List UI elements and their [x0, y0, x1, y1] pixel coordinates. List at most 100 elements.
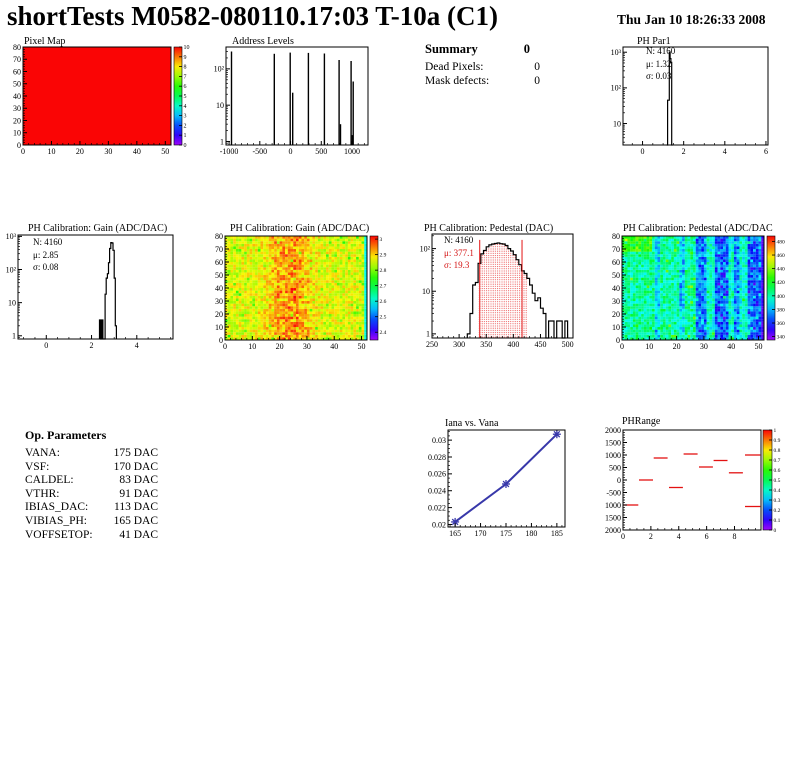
gain-map-chart: 0 10 20 30 40 50 0 10 20 30 40 50 60 70 80 3 2.9 2.8 2.7 2.… [215, 232, 387, 351]
svg-text:0: 0 [620, 342, 624, 351]
svg-text:50: 50 [13, 80, 21, 89]
op-row-ibias-dac: IBIAS_DAC: 113 DAC [22, 501, 158, 515]
svg-text:0: 0 [774, 528, 777, 534]
svg-text:10: 10 [47, 147, 55, 156]
svg-text:80: 80 [13, 43, 21, 52]
svg-text:0.9: 0.9 [774, 438, 781, 444]
gain-hist-panel: PH Calibration: Gain (ADC/DAC) N: 4160 μ… [0, 222, 200, 355]
svg-text:3: 3 [380, 237, 383, 243]
svg-text:40: 40 [727, 342, 735, 351]
stat-mu: μ: 2.85 [33, 249, 59, 260]
pedestal-map-panel: PH Calibration: Pedestal (ADC/DAC 0 10 20 3… [612, 222, 796, 355]
stat-sigma: σ: 0.03 [646, 71, 672, 81]
svg-text:9: 9 [184, 55, 187, 61]
address-levels-panel: Address Levels -1000 -500 0 500 1000 1 10 10² [214, 35, 400, 163]
op-label: VANA: [25, 447, 60, 459]
svg-text:0: 0 [21, 147, 25, 156]
svg-text:6: 6 [764, 147, 768, 156]
op-label: VTHR: [25, 487, 60, 500]
gain-hist-title: PH Calibration: Gain (ADC/DAC) [28, 223, 168, 234]
op-parameters-heading: Op. Parameters [25, 428, 107, 442]
svg-text:165: 165 [449, 529, 461, 538]
svg-text:2: 2 [649, 532, 653, 541]
svg-text:50: 50 [358, 342, 366, 351]
svg-text:1500: 1500 [605, 513, 621, 522]
svg-text:5: 5 [184, 94, 187, 100]
pixel-map-title: Pixel Map [24, 36, 66, 47]
summary-row-mask-defects: Mask defects: 0 [425, 74, 540, 88]
svg-text:20: 20 [76, 147, 84, 156]
phrange-chart: 0 2 4 6 8 2000 1500 1000 500 0 -500 1000 1500 2000 1 0.… [605, 426, 781, 541]
svg-text:400: 400 [777, 294, 786, 300]
svg-text:20: 20 [612, 310, 620, 319]
svg-text:-1000: -1000 [220, 147, 239, 156]
svg-text:20: 20 [215, 310, 223, 319]
op-parameters-panel: Op. Parameters VANA: 175 DAC VSF: 170 DAC … [22, 428, 168, 543]
svg-text:3: 3 [184, 114, 187, 120]
iana-vana-chart: 165 170 175 180 185 0.02 0.022 0.024 0.026 0.028 0… [428, 429, 566, 538]
svg-text:1: 1 [12, 332, 16, 341]
summary-value: 0 [534, 75, 540, 87]
svg-text:20: 20 [13, 116, 21, 125]
svg-text:0.8: 0.8 [774, 448, 781, 454]
svg-text:50: 50 [755, 342, 763, 351]
svg-text:500: 500 [562, 340, 574, 349]
svg-text:70: 70 [13, 55, 21, 64]
svg-text:-500: -500 [252, 147, 267, 156]
svg-text:1500: 1500 [605, 438, 621, 447]
stat-sigma: σ: 0.08 [33, 262, 59, 272]
op-value: 165 DAC [113, 514, 158, 527]
op-value: 83 DAC [119, 474, 158, 487]
svg-text:10²: 10² [214, 65, 225, 74]
svg-text:420: 420 [777, 280, 786, 286]
ph-par1-panel: PH Par1 N: 4160 μ: 1.32 σ: 0.03 0 2 4 6 10 10… [610, 35, 796, 163]
svg-text:2.9: 2.9 [380, 253, 387, 259]
svg-text:10: 10 [8, 298, 16, 307]
svg-text:40: 40 [612, 284, 620, 293]
pixel-map-panel: Pixel Map 0 10 20 30 40 50 0 10 20 30 40 50 60 70 80 10… [0, 35, 200, 163]
op-label: IBIAS_DAC: [25, 501, 89, 514]
svg-text:0: 0 [641, 147, 645, 156]
pedestal-hist-title: PH Calibration: Pedestal (DAC) [424, 223, 554, 234]
op-row-vthr: VTHR: 91 DAC [22, 488, 158, 502]
svg-text:0.024: 0.024 [428, 487, 446, 496]
svg-text:1000: 1000 [605, 451, 621, 460]
svg-text:0.03: 0.03 [432, 436, 446, 445]
svg-text:10: 10 [184, 45, 190, 51]
gain-map-title: PH Calibration: Gain (ADC/DAC) [230, 223, 370, 234]
stat-n: N: 4160 [444, 235, 474, 245]
svg-text:80: 80 [612, 232, 620, 241]
svg-text:4: 4 [677, 532, 681, 541]
phrange-panel: PHRange 0 2 4 6 8 2000 1500 1000 500 0 -500 1000 150… [605, 410, 796, 543]
svg-text:-500: -500 [606, 488, 621, 497]
op-value: 175 DAC [113, 447, 158, 459]
svg-text:4: 4 [723, 147, 727, 156]
op-row-vsf: VSF: 170 DAC [22, 461, 158, 475]
svg-text:450: 450 [534, 340, 546, 349]
svg-text:50: 50 [161, 147, 169, 156]
svg-text:0: 0 [289, 147, 293, 156]
svg-text:2000: 2000 [605, 526, 621, 535]
svg-text:80: 80 [215, 232, 223, 241]
ph-par1-chart: 0 2 4 6 10 10² 10³ [611, 46, 769, 156]
svg-text:8: 8 [733, 532, 737, 541]
svg-text:2: 2 [90, 341, 94, 350]
op-row-voffsetop: VOFFSETOP: 41 DAC [22, 529, 158, 543]
op-label: VOFFSETOP: [25, 528, 93, 541]
svg-text:20: 20 [276, 342, 284, 351]
svg-text:0.1: 0.1 [774, 518, 781, 524]
pedestal-map-chart: 0 10 20 30 40 50 0 10 20 30 40 50 60 70 80 480 460 440 420… [612, 232, 786, 351]
svg-text:480: 480 [777, 239, 786, 245]
svg-text:60: 60 [215, 258, 223, 267]
op-row-vana: VANA: 175 DAC [22, 447, 158, 461]
svg-text:60: 60 [13, 67, 21, 76]
svg-text:500: 500 [609, 463, 621, 472]
svg-text:10³: 10³ [6, 232, 17, 241]
op-row-caldel: CALDEL: 83 DAC [22, 474, 158, 488]
svg-text:1000: 1000 [344, 147, 360, 156]
page-title: shortTests M0582-080110.17:03 T-10a (C1) [7, 1, 499, 31]
svg-text:1: 1 [184, 133, 187, 139]
svg-text:300: 300 [453, 340, 465, 349]
svg-text:10²: 10² [6, 265, 17, 274]
